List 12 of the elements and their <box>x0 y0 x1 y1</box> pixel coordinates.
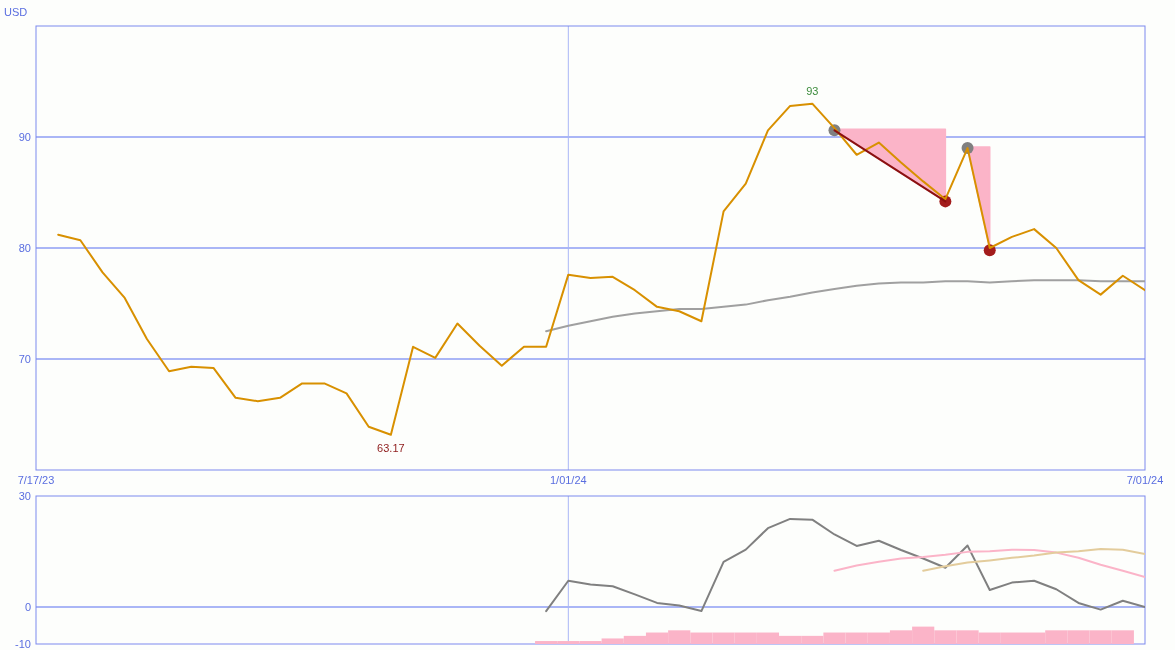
y-tick-label: 70 <box>18 353 31 365</box>
y-tick-label: 90 <box>18 131 31 143</box>
y-tick-label: 80 <box>18 242 31 254</box>
y-tick-label: -10 <box>15 638 31 650</box>
annotation: 63.17 <box>377 441 405 454</box>
y-axis-title: USD <box>4 6 28 18</box>
x-tick-label: 1/01/24 <box>549 474 587 486</box>
y-tick-label: 30 <box>18 490 31 502</box>
annotation: 93 <box>806 84 819 97</box>
x-tick-label: 7/01/24 <box>1126 474 1164 486</box>
y-tick-label: 0 <box>24 601 31 613</box>
x-tick-label: 7/17/23 <box>17 474 55 486</box>
